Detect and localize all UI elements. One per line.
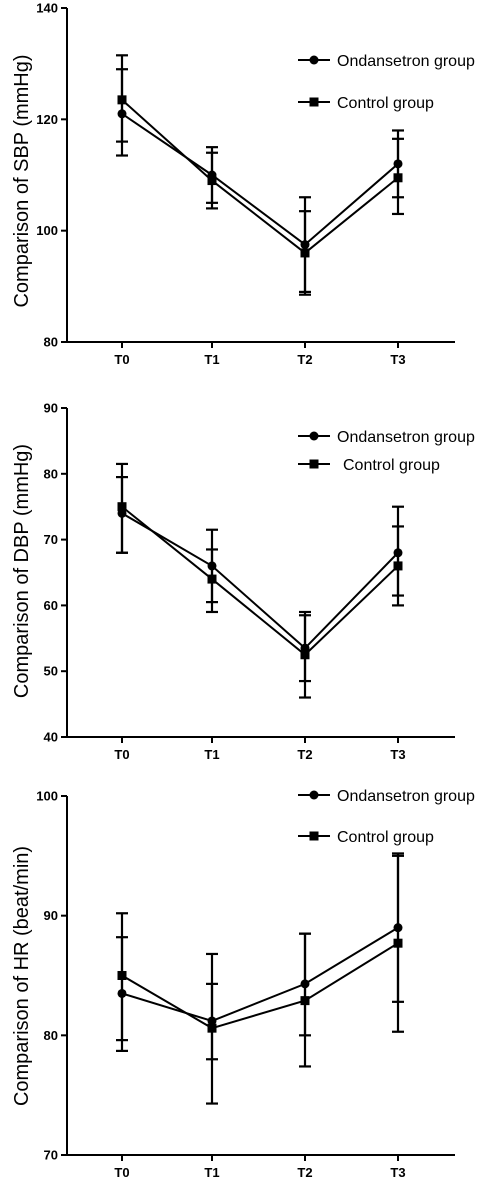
series-2: [116, 462, 404, 699]
series-line: [121, 942, 399, 1030]
legend-label: Control group: [337, 829, 434, 846]
data-point-square: [117, 971, 127, 980]
x-tick-label: T3: [390, 352, 405, 367]
y-tick-label: 60: [44, 598, 58, 613]
data-point-square: [393, 173, 403, 183]
y-tick-label: 120: [36, 112, 58, 127]
series-line: [121, 512, 399, 650]
x-tick-label: T1: [204, 352, 219, 367]
legend-entry: Control group: [298, 95, 434, 112]
legend-label: Control group: [337, 95, 434, 112]
legend-entry: Ondansetron group: [298, 53, 475, 70]
x-tick-label: T2: [297, 1165, 312, 1177]
data-point-square: [393, 938, 403, 948]
legend-entry: Control group: [298, 457, 440, 474]
legend-marker: [309, 459, 319, 469]
y-tick-label: 80: [44, 335, 58, 350]
y-tick-label: 40: [44, 730, 58, 745]
y-tick-label: 100: [36, 223, 58, 238]
x-tick-label: T3: [390, 747, 405, 762]
y-tick-label: 70: [44, 532, 58, 547]
x-tick-label: T1: [204, 1165, 219, 1177]
y-axis-title: Comparison of HR (beat/min): [11, 846, 33, 1106]
y-tick-label: 80: [44, 466, 58, 481]
legend-label: Ondansetron group: [337, 788, 475, 805]
y-axis-title: Comparison of DBP (mmHg): [11, 444, 33, 698]
legend-entry: Control group: [298, 829, 434, 846]
y-tick-label: 70: [44, 1148, 58, 1163]
y-tick-label: 90: [44, 401, 58, 416]
x-tick-label: T1: [204, 747, 219, 762]
y-tick-label: 50: [44, 664, 58, 679]
legend-label: Control group: [343, 457, 440, 474]
x-tick-label: T2: [297, 747, 312, 762]
data-point-square: [300, 650, 310, 660]
series-1: [116, 475, 404, 683]
data-point-square: [300, 248, 310, 258]
y-tick-label: 90: [44, 908, 58, 923]
x-tick-label: T3: [390, 1165, 405, 1177]
data-point-square: [393, 561, 403, 571]
data-point-square: [207, 1023, 217, 1033]
series-line: [121, 112, 399, 246]
series-line: [121, 926, 399, 1023]
legend-label: Ondansetron group: [337, 429, 475, 446]
x-tick-label: T0: [114, 1165, 129, 1177]
y-tick-label: 100: [36, 789, 58, 804]
legend-marker: [309, 790, 319, 800]
series-line: [121, 99, 399, 255]
y-tick-label: 80: [44, 1028, 58, 1043]
legend-label: Ondansetron group: [337, 53, 475, 70]
y-axis-title: Comparison of SBP (mmHg): [11, 54, 33, 307]
data-point-square: [300, 996, 310, 1006]
chart-panel-3: 70 80 90 100 T0 T1 T2 T3 Comparison of HR (beat/…: [11, 788, 475, 1180]
legend-entry: Ondansetron group: [298, 429, 475, 446]
data-point-square: [117, 502, 127, 512]
legend-marker: [309, 831, 319, 841]
legend-marker: [309, 55, 319, 65]
y-tick-label: 140: [36, 1, 58, 16]
chart-panel-2: 40 50 60 70 80 90 T0 T1 T2 T3 Comparison of DBP (m…: [11, 401, 475, 763]
series-line: [121, 505, 399, 657]
legend-entry: Ondansetron group: [298, 788, 475, 805]
data-point-square: [207, 574, 217, 584]
data-point-square: [207, 176, 217, 186]
chart-panel-1: 80 100 120 140 T0 T1 T2 T3 Comparison of SBP (mm…: [11, 1, 475, 368]
x-tick-label: T0: [114, 747, 129, 762]
legend-marker: [309, 431, 319, 441]
legend-marker: [309, 97, 319, 107]
x-tick-label: T0: [114, 352, 129, 367]
data-point-square: [117, 95, 127, 105]
series-1: [116, 854, 404, 1061]
x-tick-label: T2: [297, 352, 312, 367]
series-2: [116, 54, 404, 296]
series-2: [116, 852, 404, 1105]
